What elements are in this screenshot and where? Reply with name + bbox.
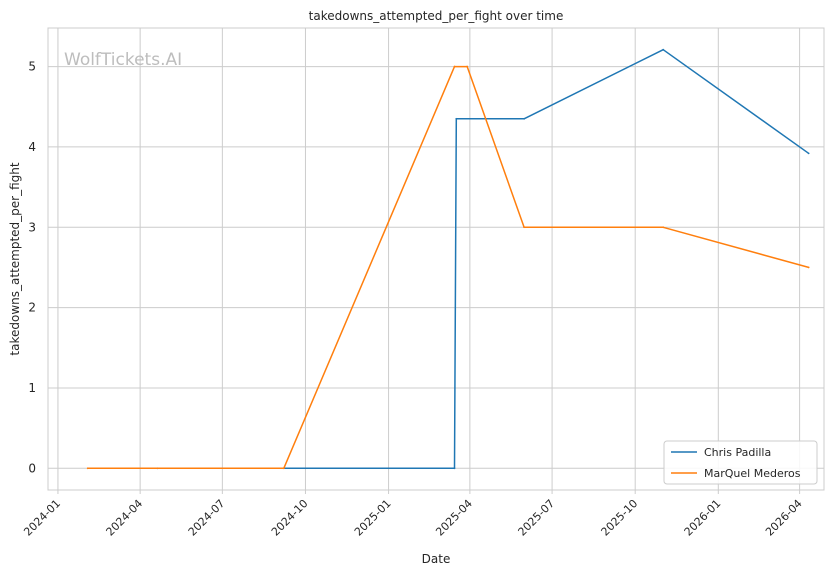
data-point: [455, 117, 458, 120]
grid: [48, 28, 824, 490]
y-axis-ticks: 0 1 2 3 4 5: [28, 60, 36, 476]
data-point: [523, 226, 525, 229]
data-point: [282, 467, 285, 470]
x-axis-label: Date: [422, 552, 451, 566]
legend-box: [663, 440, 818, 485]
y-tick-label: 0: [28, 461, 36, 475]
y-tick-label: 5: [28, 60, 36, 74]
data-point: [453, 65, 456, 68]
series-layer: [86, 48, 810, 470]
legend: Chris Padilla MarQuel Mederos: [663, 440, 818, 485]
series-line: [157, 48, 810, 470]
series-chris-padilla: [156, 48, 810, 470]
y-axis-label: takedowns_attempted_per_fight: [8, 162, 22, 355]
data-point: [662, 48, 665, 51]
data-point: [86, 467, 89, 470]
plot-frame: [47, 27, 825, 491]
data-point: [807, 152, 810, 155]
legend-label: MarQuel Mederos: [704, 467, 801, 480]
watermark: WolfTickets.AI: [64, 50, 182, 70]
y-tick-label: 3: [28, 220, 36, 234]
y-tick-label: 4: [28, 140, 36, 154]
data-point: [662, 226, 665, 229]
series-marquel-mederos: [86, 65, 810, 470]
legend-label: Chris Padilla: [704, 446, 771, 459]
chart-title: takedowns_attempted_per_fight over time: [309, 9, 564, 23]
y-tick-label: 2: [28, 301, 36, 315]
data-point: [453, 467, 456, 470]
y-tick-label: 1: [28, 381, 36, 395]
data-point: [807, 266, 810, 269]
data-point: [523, 117, 525, 120]
data-point: [466, 65, 469, 68]
